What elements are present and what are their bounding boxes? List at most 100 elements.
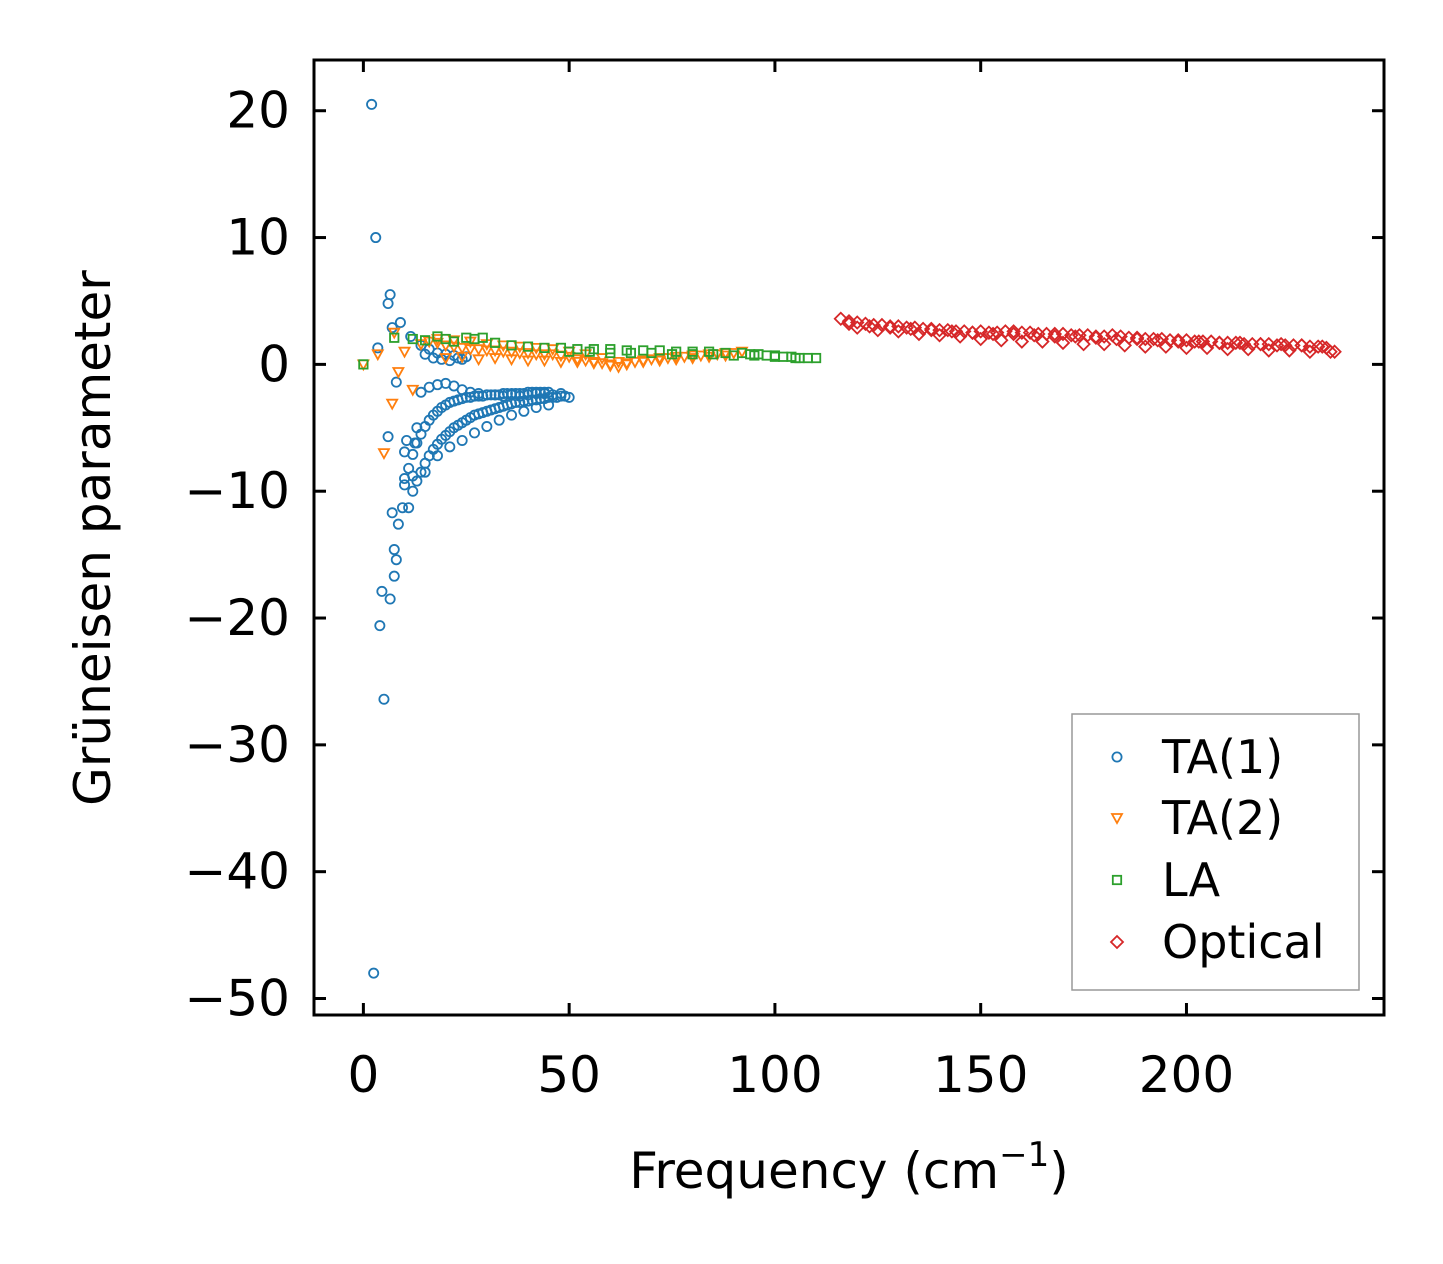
data-point bbox=[694, 350, 708, 363]
data-point bbox=[496, 346, 510, 359]
x-axis-title: Frequency (cm−1) bbox=[629, 1135, 1069, 1200]
data-point bbox=[376, 585, 388, 597]
data-point bbox=[790, 352, 801, 364]
data-point bbox=[1047, 329, 1063, 344]
data-point bbox=[924, 322, 939, 338]
legend-marker bbox=[1110, 813, 1124, 825]
data-point bbox=[862, 319, 877, 334]
data-point bbox=[644, 354, 658, 367]
legend-label: TA(2) bbox=[1161, 791, 1283, 845]
data-point bbox=[398, 346, 412, 359]
data-point bbox=[1199, 340, 1215, 356]
y-tick-label: −20 bbox=[184, 589, 290, 647]
y-tick-label: −40 bbox=[184, 843, 290, 901]
data-point bbox=[480, 345, 494, 358]
data-point bbox=[1179, 333, 1194, 348]
data-point bbox=[521, 348, 535, 360]
data-point bbox=[394, 317, 406, 329]
data-point bbox=[488, 353, 502, 365]
data-point bbox=[388, 544, 400, 556]
data-point bbox=[570, 356, 584, 369]
data-point bbox=[666, 349, 678, 360]
data-point bbox=[1253, 336, 1268, 352]
data-point bbox=[529, 349, 543, 362]
data-point bbox=[496, 340, 510, 353]
data-point bbox=[505, 354, 519, 367]
data-point bbox=[444, 441, 456, 453]
legend-entry: TA(2) bbox=[1110, 791, 1283, 845]
data-point bbox=[932, 327, 947, 343]
data-point bbox=[1109, 331, 1124, 347]
data-point bbox=[481, 421, 493, 433]
data-point bbox=[891, 319, 906, 334]
data-point bbox=[605, 347, 616, 359]
data-point bbox=[1022, 325, 1038, 340]
y-axis-title: Grüneisen parameter bbox=[64, 270, 122, 806]
data-point bbox=[546, 344, 560, 357]
data-point bbox=[1220, 341, 1235, 357]
data-point bbox=[430, 337, 444, 350]
data-point bbox=[1055, 335, 1071, 351]
data-point bbox=[513, 348, 527, 360]
data-point bbox=[584, 346, 595, 357]
data-point bbox=[993, 333, 1009, 348]
data-point bbox=[522, 386, 534, 398]
legend-marker bbox=[1109, 934, 1125, 950]
series-optical bbox=[833, 311, 1342, 359]
data-point bbox=[625, 347, 636, 359]
data-point bbox=[385, 398, 399, 411]
data-point bbox=[372, 342, 384, 354]
data-point bbox=[564, 346, 575, 357]
data-point bbox=[543, 386, 555, 398]
series-la bbox=[358, 331, 822, 370]
data-point bbox=[406, 384, 420, 397]
data-point bbox=[366, 98, 378, 110]
y-tick-label: 20 bbox=[226, 82, 290, 140]
data-point bbox=[952, 329, 968, 344]
legend-label: TA(1) bbox=[1161, 730, 1283, 784]
data-point bbox=[447, 335, 461, 348]
data-point bbox=[612, 356, 626, 369]
data-point bbox=[612, 362, 626, 374]
data-point bbox=[392, 518, 404, 530]
y-tick-label: 0 bbox=[258, 335, 290, 393]
data-point bbox=[1261, 343, 1277, 358]
data-point bbox=[403, 502, 415, 514]
data-point bbox=[472, 344, 486, 357]
data-point bbox=[526, 386, 538, 398]
data-point bbox=[653, 355, 667, 368]
legend: TA(1) TA(2) LA Optical bbox=[1071, 713, 1360, 991]
data-point bbox=[1240, 341, 1256, 357]
data-point bbox=[1327, 344, 1342, 359]
data-point bbox=[708, 349, 719, 360]
data-point bbox=[1035, 334, 1050, 349]
data-point bbox=[1014, 334, 1030, 349]
x-tick-label: 150 bbox=[933, 1046, 1028, 1104]
data-point bbox=[391, 367, 405, 379]
data-point bbox=[411, 475, 423, 487]
data-point bbox=[546, 349, 560, 362]
data-point bbox=[407, 448, 419, 460]
data-point bbox=[973, 331, 988, 347]
data-point bbox=[493, 414, 505, 426]
legend-marker bbox=[1111, 874, 1123, 886]
series-ta-1 bbox=[366, 98, 575, 979]
data-point bbox=[518, 405, 530, 417]
data-point bbox=[1232, 335, 1248, 351]
data-point bbox=[411, 437, 423, 449]
data-point bbox=[420, 335, 431, 346]
data-point bbox=[403, 462, 415, 474]
data-point bbox=[389, 332, 400, 343]
data-point bbox=[735, 346, 749, 359]
data-point bbox=[1203, 334, 1219, 349]
data-point bbox=[407, 485, 419, 497]
data-point bbox=[468, 390, 480, 402]
y-tick-label: 10 bbox=[226, 209, 290, 267]
data-point bbox=[384, 593, 396, 605]
data-point bbox=[555, 390, 567, 402]
data-point bbox=[1228, 335, 1244, 351]
data-point bbox=[370, 232, 382, 244]
data-point bbox=[965, 325, 980, 340]
data-point bbox=[1323, 344, 1338, 359]
